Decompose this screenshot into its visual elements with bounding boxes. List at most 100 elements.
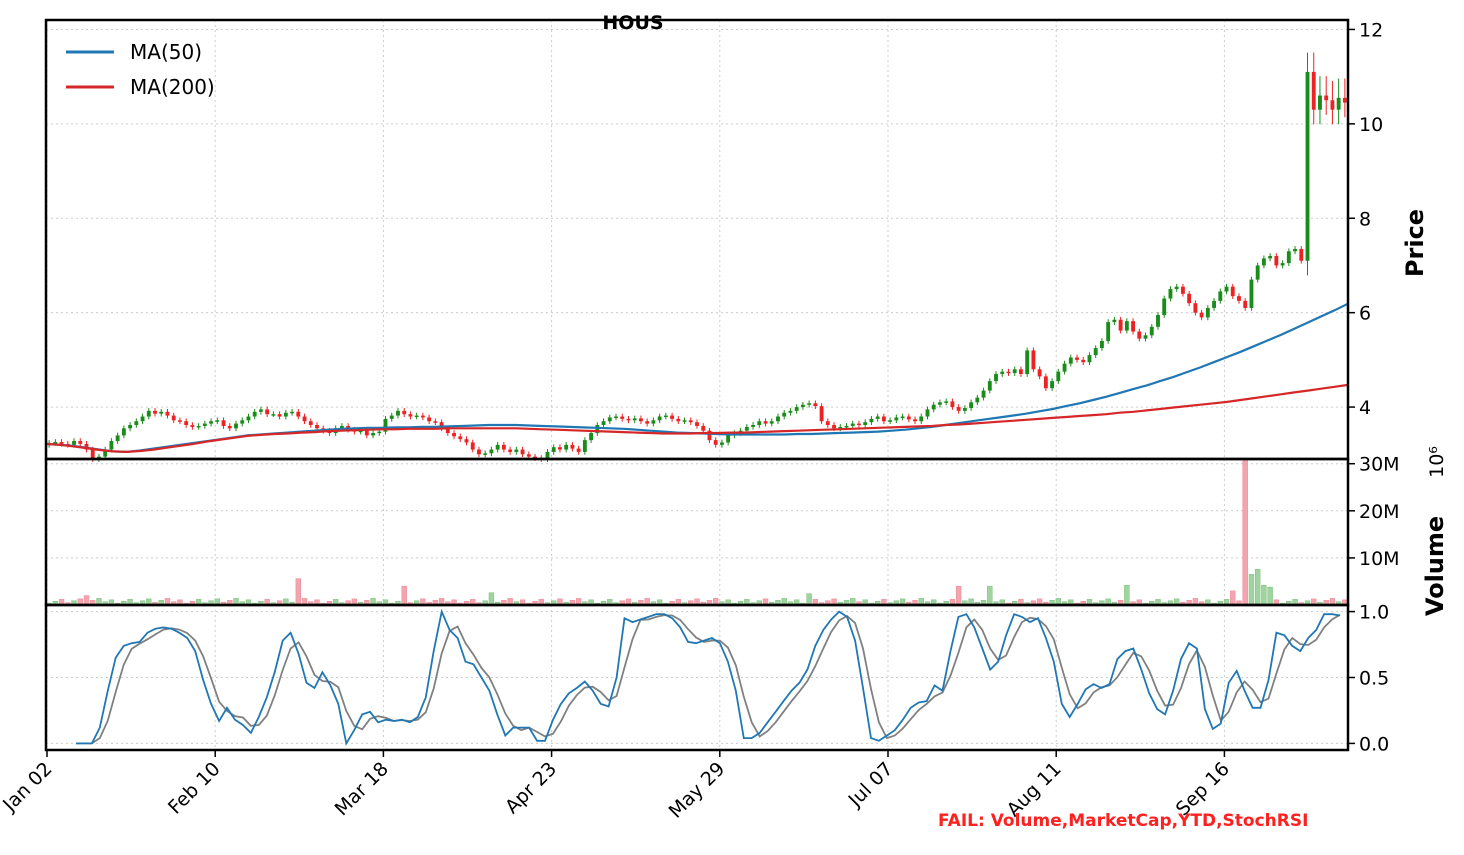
candle-body — [514, 449, 519, 452]
candle-body — [975, 397, 980, 403]
price-y-ticks: 4 6 8 10 12 — [1348, 19, 1383, 419]
candle-body — [875, 416, 880, 419]
volume-y-tick-label: 20M — [1359, 501, 1400, 523]
volume-scale-label: 10⁶ — [1426, 446, 1448, 478]
candle-body — [1311, 71, 1316, 110]
volume-y-tick-label: 10M — [1359, 548, 1400, 570]
candle-body — [1031, 350, 1036, 370]
candle-body — [1274, 256, 1279, 266]
candle-body — [838, 426, 843, 429]
candle-body — [850, 423, 855, 426]
volume-panel-grid — [46, 459, 1348, 605]
candle-body — [1261, 258, 1266, 266]
candle-body — [178, 420, 182, 422]
stoch-y-ticks: 0.0 0.5 1.0 — [1348, 602, 1389, 755]
price-y-tick-label: 8 — [1359, 208, 1371, 230]
stoch-y-tick-label: 1.0 — [1359, 602, 1389, 624]
candle-body — [607, 417, 612, 422]
volume-panel-frame — [44, 457, 1350, 607]
candle-body — [701, 425, 706, 431]
candle-body — [844, 425, 849, 428]
candle-body — [470, 442, 475, 450]
candle-body — [744, 426, 749, 431]
candle-body — [452, 433, 456, 437]
candle-body — [707, 430, 712, 441]
candle-body — [190, 425, 195, 427]
candle-body — [290, 411, 295, 414]
price-panel-grid — [46, 20, 1348, 459]
candle-body — [794, 407, 799, 411]
candle-body — [863, 422, 868, 426]
candle-body — [209, 421, 214, 424]
candle-body — [601, 421, 606, 426]
candle-body — [1075, 357, 1079, 360]
volume-bar — [488, 592, 495, 606]
stoch-y-tick-label: 0.0 — [1359, 733, 1389, 755]
candle-body — [663, 415, 668, 418]
price-axis-title: Price — [1401, 209, 1429, 277]
candle-body — [969, 402, 974, 409]
candle-body — [763, 421, 768, 424]
volume-bar — [806, 593, 812, 606]
candle-body — [221, 420, 226, 426]
candle-body — [1043, 376, 1048, 389]
candle-body — [1068, 357, 1073, 364]
volume-bar — [987, 585, 993, 606]
volume-bars — [46, 458, 1348, 606]
candle-body — [726, 435, 731, 443]
candle-body — [196, 425, 201, 428]
candle-body — [1205, 307, 1210, 318]
candle-body — [202, 423, 207, 426]
candle-body — [495, 444, 500, 450]
candle-body — [78, 441, 83, 444]
candle-body — [564, 444, 569, 450]
candle-body — [265, 409, 270, 415]
candle-body — [1174, 286, 1179, 290]
volume-axis-title: Volume — [1421, 516, 1449, 616]
volume-bar — [401, 585, 407, 606]
candle-body — [682, 420, 687, 422]
candle-body — [819, 406, 824, 422]
candle-body — [1093, 348, 1098, 356]
candle-body — [695, 422, 699, 426]
candle-body — [576, 448, 581, 452]
candle-body — [1131, 321, 1136, 332]
candle-body — [364, 430, 369, 436]
candle-body — [1112, 319, 1117, 323]
volume-bar — [295, 578, 301, 606]
candle-body — [1224, 286, 1229, 292]
candle-body — [894, 417, 899, 421]
candle-body — [1050, 381, 1055, 389]
legend-label-ma200: MA(200) — [130, 75, 215, 99]
candle-body — [551, 447, 556, 452]
candle-body — [1293, 248, 1297, 252]
candle-body — [1162, 298, 1167, 316]
candle-body — [1156, 315, 1160, 327]
candle-body — [595, 425, 600, 434]
volume-bar — [1267, 586, 1273, 606]
candle-body — [1330, 100, 1335, 110]
candle-body — [489, 449, 494, 454]
candle-body — [582, 440, 587, 452]
candle-body — [420, 415, 425, 418]
volume-y-tick-label: 30M — [1359, 454, 1400, 476]
candle-body — [146, 410, 151, 417]
candle-body — [396, 410, 400, 416]
candle-body — [59, 442, 64, 444]
x-tick-label: Mar 18 — [331, 758, 393, 820]
candle-body — [1280, 263, 1285, 266]
candle-body — [1006, 371, 1011, 374]
candle-body — [931, 404, 936, 410]
candle-body — [165, 411, 170, 416]
candle-body — [813, 403, 818, 407]
x-tick-label: Jul 07 — [844, 758, 898, 812]
candle-body — [1193, 303, 1198, 313]
candle-body — [676, 418, 681, 422]
volume-bar — [955, 585, 962, 606]
candle-body — [1199, 312, 1204, 318]
candle-body — [402, 410, 407, 415]
candle-body — [657, 416, 662, 421]
candle-body — [881, 416, 886, 422]
candle-body — [1212, 300, 1216, 308]
candle-body — [558, 447, 562, 450]
